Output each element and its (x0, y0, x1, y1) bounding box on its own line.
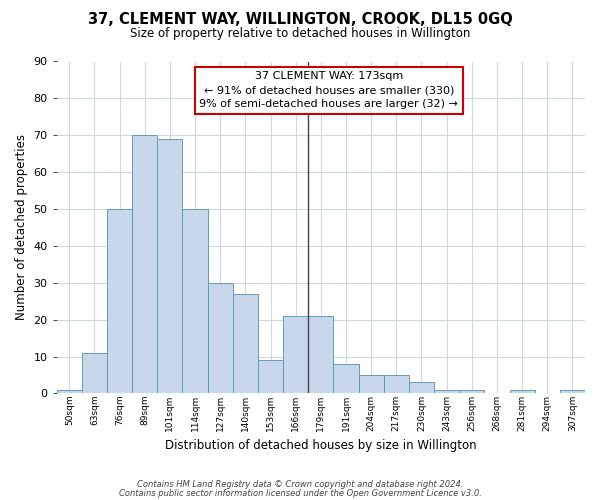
Bar (182, 209, 208, 394)
Bar (384, 375, 409, 394)
Bar (560, 390, 585, 394)
Bar (208, 283, 233, 394)
Bar (459, 390, 484, 394)
Bar (409, 382, 434, 394)
Text: Size of property relative to detached houses in Willington: Size of property relative to detached ho… (130, 28, 470, 40)
Bar (132, 136, 157, 394)
Bar (434, 390, 459, 394)
Text: Contains public sector information licensed under the Open Government Licence v3: Contains public sector information licen… (119, 490, 481, 498)
Bar (334, 364, 359, 394)
Bar (233, 294, 258, 394)
Bar (157, 139, 182, 394)
Bar (82, 353, 107, 394)
Bar (283, 316, 308, 394)
Text: Contains HM Land Registry data © Crown copyright and database right 2024.: Contains HM Land Registry data © Crown c… (137, 480, 463, 489)
Bar (107, 209, 132, 394)
Bar (509, 390, 535, 394)
Bar (258, 360, 283, 394)
X-axis label: Distribution of detached houses by size in Willington: Distribution of detached houses by size … (165, 440, 476, 452)
Text: 37 CLEMENT WAY: 173sqm
← 91% of detached houses are smaller (330)
9% of semi-det: 37 CLEMENT WAY: 173sqm ← 91% of detached… (199, 72, 458, 110)
Bar (308, 316, 334, 394)
Y-axis label: Number of detached properties: Number of detached properties (15, 134, 28, 320)
Text: 37, CLEMENT WAY, WILLINGTON, CROOK, DL15 0GQ: 37, CLEMENT WAY, WILLINGTON, CROOK, DL15… (88, 12, 512, 28)
Bar (359, 375, 384, 394)
Bar (57, 390, 82, 394)
